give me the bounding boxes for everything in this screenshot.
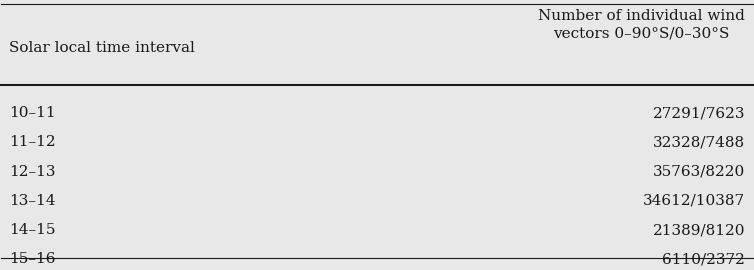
Text: 35763/8220: 35763/8220 <box>653 165 745 178</box>
Text: Number of individual wind
vectors 0–90°S/0–30°S: Number of individual wind vectors 0–90°S… <box>538 9 745 40</box>
Text: 27291/7623: 27291/7623 <box>653 106 745 120</box>
Text: Solar local time interval: Solar local time interval <box>9 42 195 55</box>
Text: 10–11: 10–11 <box>9 106 56 120</box>
Text: 32328/7488: 32328/7488 <box>653 135 745 149</box>
Text: 6110/2372: 6110/2372 <box>662 252 745 266</box>
Text: 21389/8120: 21389/8120 <box>653 223 745 237</box>
Text: 34612/10387: 34612/10387 <box>643 194 745 208</box>
Text: 13–14: 13–14 <box>9 194 55 208</box>
Text: 14–15: 14–15 <box>9 223 55 237</box>
Text: 11–12: 11–12 <box>9 135 56 149</box>
Text: 12–13: 12–13 <box>9 165 55 178</box>
Text: 15–16: 15–16 <box>9 252 55 266</box>
